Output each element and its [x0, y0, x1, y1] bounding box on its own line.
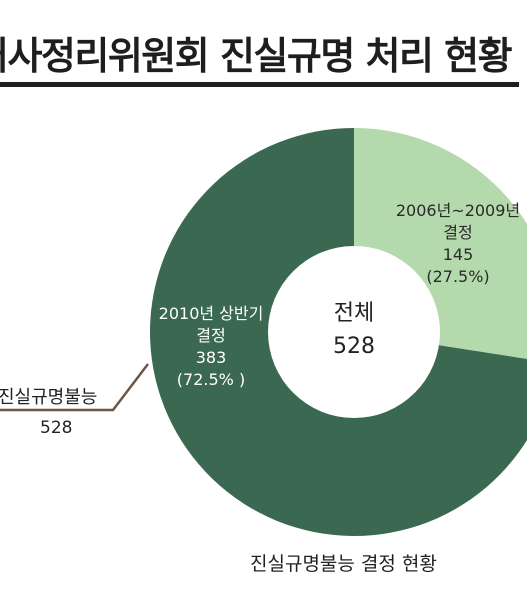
side-category-label: 진실규명불능: [0, 387, 98, 408]
slice-label-decision: 결정: [443, 223, 473, 242]
title-divider: [0, 82, 519, 87]
slice-label-period: 2010년 상반기: [158, 304, 264, 323]
chart-caption: 진실규명불능 결정 현황: [250, 553, 437, 575]
side-category-total: 528: [40, 418, 73, 438]
donut-center-total: 528: [333, 334, 375, 359]
slice-label-2010-h1: 2010년 상반기 결정 383 (72.5% ): [148, 303, 274, 391]
donut-hole: [268, 246, 440, 418]
slice-label-2006-2009: 2006년~2009년 결정 145 (27.5%): [378, 200, 527, 288]
leader-line: [0, 363, 149, 412]
page-title: 거사정리위원회 진실규명 처리 현황: [0, 34, 513, 78]
slice-label-decision: 결정: [196, 326, 226, 345]
slice-label-value: 383: [195, 348, 227, 367]
slice-label-period: 2006년~2009년: [395, 201, 521, 220]
slice-label-percent: (27.5%): [426, 267, 490, 286]
slice-label-value: 145: [442, 245, 474, 264]
slice-label-percent: (72.5% ): [176, 370, 246, 389]
donut-center-label: 전체: [333, 301, 375, 326]
